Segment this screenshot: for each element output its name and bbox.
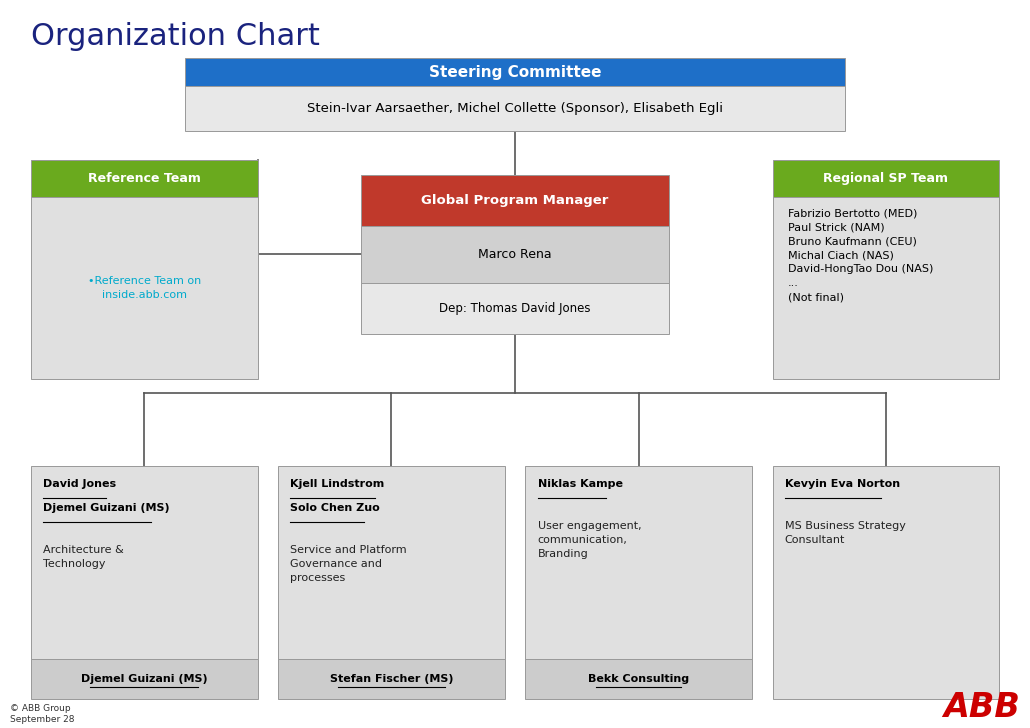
Text: •Reference Team on
inside.abb.com: •Reference Team on inside.abb.com <box>88 275 201 301</box>
FancyBboxPatch shape <box>185 86 845 131</box>
FancyBboxPatch shape <box>31 660 258 699</box>
FancyBboxPatch shape <box>772 160 999 197</box>
FancyBboxPatch shape <box>31 466 258 660</box>
FancyBboxPatch shape <box>278 466 505 660</box>
Text: Global Program Manager: Global Program Manager <box>421 194 609 207</box>
Text: David Jones: David Jones <box>43 479 116 489</box>
Text: Kevyin Eva Norton: Kevyin Eva Norton <box>785 479 900 489</box>
Text: Marco Rena: Marco Rena <box>478 248 552 261</box>
Text: Solo Chen Zuo: Solo Chen Zuo <box>290 503 380 513</box>
Text: Dep: Thomas David Jones: Dep: Thomas David Jones <box>439 301 591 314</box>
Text: ABB: ABB <box>942 692 1020 724</box>
FancyBboxPatch shape <box>31 197 258 379</box>
Text: Organization Chart: Organization Chart <box>31 22 319 51</box>
FancyBboxPatch shape <box>185 58 845 86</box>
Text: © ABB Group
September 28: © ABB Group September 28 <box>10 703 75 724</box>
Text: Steering Committee: Steering Committee <box>428 65 602 79</box>
Text: Fabrizio Bertotto (MED)
Paul Strick (NAM)
Bruno Kaufmann (CEU)
Michal Ciach (NAS: Fabrizio Bertotto (MED) Paul Strick (NAM… <box>788 208 933 302</box>
Text: Niklas Kampe: Niklas Kampe <box>538 479 623 489</box>
Text: Stefan Fischer (MS): Stefan Fischer (MS) <box>330 674 453 684</box>
Text: Architecture &
Technology: Architecture & Technology <box>43 545 124 569</box>
FancyBboxPatch shape <box>31 160 258 197</box>
Text: Stein-Ivar Aarsaether, Michel Collette (Sponsor), Elisabeth Egli: Stein-Ivar Aarsaether, Michel Collette (… <box>307 102 723 115</box>
Text: Service and Platform
Governance and
processes: Service and Platform Governance and proc… <box>290 545 407 583</box>
FancyBboxPatch shape <box>772 466 999 699</box>
Text: Kjell Lindstrom: Kjell Lindstrom <box>290 479 385 489</box>
Text: Regional SP Team: Regional SP Team <box>823 173 949 185</box>
Text: Reference Team: Reference Team <box>88 173 201 185</box>
FancyBboxPatch shape <box>360 282 670 333</box>
Text: Bekk Consulting: Bekk Consulting <box>588 674 689 684</box>
FancyBboxPatch shape <box>360 175 670 226</box>
FancyBboxPatch shape <box>525 660 752 699</box>
FancyBboxPatch shape <box>772 197 999 379</box>
Text: Djemel Guizani (MS): Djemel Guizani (MS) <box>43 503 170 513</box>
FancyBboxPatch shape <box>525 466 752 660</box>
FancyBboxPatch shape <box>278 660 505 699</box>
Text: Djemel Guizani (MS): Djemel Guizani (MS) <box>81 674 207 684</box>
Text: User engagement,
communication,
Branding: User engagement, communication, Branding <box>538 521 642 559</box>
FancyBboxPatch shape <box>360 226 670 282</box>
Text: MS Business Strategy
Consultant: MS Business Strategy Consultant <box>785 521 905 545</box>
